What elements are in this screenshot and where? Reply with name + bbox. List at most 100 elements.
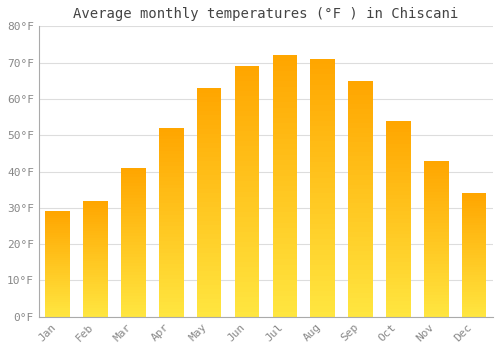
Bar [159, 139, 184, 143]
Bar [310, 214, 335, 219]
Bar [46, 310, 70, 313]
Bar [424, 261, 448, 264]
Bar [462, 260, 486, 262]
Bar [159, 230, 184, 234]
Bar [272, 170, 297, 176]
Bar [159, 313, 184, 317]
Bar [272, 160, 297, 165]
Bar [121, 269, 146, 272]
Bar [46, 271, 70, 273]
Bar [462, 235, 486, 238]
Bar [424, 236, 448, 239]
Bar [159, 275, 184, 279]
Bar [386, 278, 410, 281]
Bar [424, 295, 448, 298]
Bar [159, 147, 184, 150]
Bar [272, 233, 297, 238]
Bar [386, 274, 410, 278]
Bar [462, 211, 486, 213]
Bar [234, 126, 260, 131]
Bar [234, 272, 260, 277]
Bar [121, 278, 146, 281]
Bar [121, 272, 146, 275]
Bar [462, 240, 486, 243]
Bar [159, 238, 184, 241]
Bar [84, 310, 108, 312]
Bar [121, 189, 146, 192]
Bar [234, 161, 260, 167]
Bar [386, 164, 410, 168]
Bar [424, 273, 448, 276]
Bar [310, 141, 335, 147]
Bar [424, 301, 448, 304]
Bar [424, 229, 448, 232]
Bar [386, 211, 410, 215]
Bar [197, 253, 222, 257]
Bar [46, 298, 70, 300]
Bar [84, 284, 108, 287]
Bar [386, 262, 410, 266]
Bar [462, 220, 486, 223]
Bar [462, 277, 486, 280]
Bar [462, 255, 486, 258]
Bar [197, 202, 222, 207]
Bar [121, 195, 146, 198]
Bar [462, 250, 486, 253]
Bar [272, 176, 297, 181]
Bar [46, 211, 70, 214]
Bar [310, 152, 335, 157]
Bar [159, 177, 184, 181]
Bar [121, 177, 146, 180]
Bar [310, 75, 335, 79]
Bar [234, 302, 260, 307]
Bar [424, 180, 448, 182]
Bar [462, 203, 486, 206]
Bar [197, 93, 222, 97]
Bar [386, 121, 410, 125]
Bar [46, 220, 70, 222]
Bar [272, 82, 297, 87]
Bar [197, 271, 222, 275]
Bar [159, 249, 184, 253]
Bar [386, 176, 410, 180]
Bar [386, 301, 410, 305]
Bar [121, 311, 146, 314]
Bar [310, 183, 335, 188]
Bar [462, 280, 486, 282]
Bar [310, 209, 335, 214]
Bar [424, 198, 448, 201]
Bar [46, 264, 70, 266]
Bar [424, 195, 448, 198]
Bar [46, 283, 70, 285]
Bar [234, 241, 260, 247]
Bar [234, 182, 260, 187]
Bar [462, 297, 486, 300]
Bar [197, 161, 222, 166]
Bar [462, 216, 486, 218]
Bar [84, 226, 108, 229]
Bar [197, 211, 222, 216]
Bar [84, 231, 108, 233]
Bar [424, 239, 448, 242]
Bar [46, 294, 70, 296]
Bar [84, 268, 108, 270]
Bar [348, 265, 373, 270]
Bar [348, 218, 373, 222]
Bar [310, 90, 335, 95]
Bar [462, 258, 486, 260]
Bar [197, 308, 222, 312]
Bar [462, 206, 486, 208]
Bar [462, 223, 486, 225]
Bar [234, 172, 260, 176]
Bar [272, 92, 297, 97]
Bar [197, 166, 222, 170]
Bar [386, 231, 410, 234]
Bar [46, 222, 70, 224]
Bar [84, 315, 108, 317]
Bar [310, 234, 335, 239]
Bar [121, 174, 146, 177]
Bar [348, 104, 373, 109]
Bar [462, 253, 486, 255]
Bar [348, 128, 373, 133]
Bar [272, 76, 297, 82]
